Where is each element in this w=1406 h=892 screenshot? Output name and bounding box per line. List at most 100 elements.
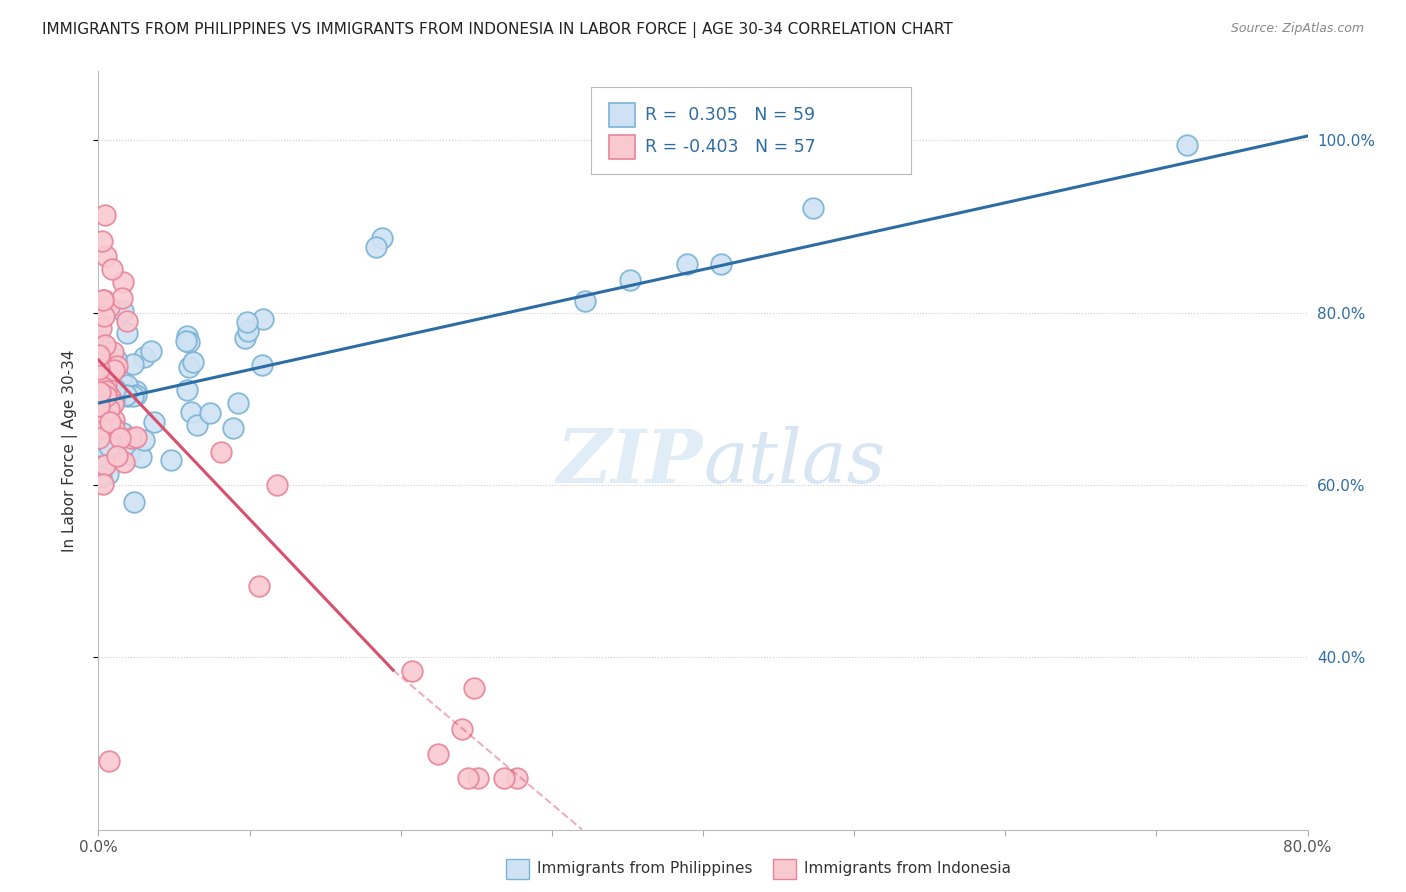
Point [247, 579, 270, 593]
Point [89, 385, 111, 400]
Point [186, 417, 208, 432]
Point [226, 396, 249, 410]
Point [96, 389, 118, 403]
Point [676, 257, 699, 271]
Point [457, 771, 479, 785]
Text: IMMIGRANTS FROM PHILIPPINES VS IMMIGRANTS FROM INDONESIA IN LABOR FORCE | AGE 30: IMMIGRANTS FROM PHILIPPINES VS IMMIGRANT… [42, 22, 953, 38]
Point [467, 771, 489, 785]
Point [91, 234, 114, 248]
Point [112, 455, 135, 469]
Point [103, 421, 125, 435]
Point [238, 324, 260, 338]
Point [801, 201, 824, 215]
Point [91, 293, 114, 307]
Point [89, 351, 111, 366]
Point [117, 388, 139, 402]
Point [506, 771, 529, 785]
Point [91, 388, 114, 402]
Point [89, 370, 111, 384]
Point [93, 457, 115, 471]
Point [574, 293, 596, 308]
Point [176, 329, 198, 343]
Point [111, 304, 134, 318]
Point [250, 358, 273, 372]
Point [112, 426, 135, 441]
Point [118, 447, 141, 461]
Point [101, 345, 124, 359]
Point [366, 240, 388, 254]
Point [94, 384, 117, 398]
Point [89, 399, 111, 413]
Point [103, 393, 125, 408]
Point [89, 381, 111, 395]
Point [104, 382, 127, 396]
Point [94, 249, 117, 263]
FancyBboxPatch shape [591, 87, 911, 174]
Point [266, 477, 288, 491]
Point [233, 331, 256, 345]
Point [94, 208, 117, 222]
Point [98, 390, 121, 404]
Point [209, 445, 232, 459]
Point [120, 431, 142, 445]
Point [89, 432, 111, 446]
Point [89, 333, 111, 347]
Point [111, 275, 134, 289]
Point [93, 293, 115, 308]
Point [89, 368, 111, 383]
Point [117, 314, 139, 328]
Y-axis label: In Labor Force | Age 30-34: In Labor Force | Age 30-34 [62, 349, 77, 552]
Point [125, 430, 148, 444]
Point [236, 315, 259, 329]
Point [90, 389, 112, 403]
Text: Immigrants from Philippines: Immigrants from Philippines [537, 862, 752, 876]
Point [125, 384, 148, 399]
Point [103, 413, 125, 427]
Point [93, 344, 115, 359]
Point [97, 402, 120, 417]
Point [176, 383, 198, 397]
Point [94, 458, 117, 472]
Point [105, 359, 128, 373]
Point [90, 421, 112, 435]
Point [89, 388, 111, 402]
Point [98, 439, 121, 453]
Point [122, 495, 145, 509]
Point [94, 337, 117, 351]
Point [101, 261, 124, 276]
Point [179, 360, 201, 375]
FancyBboxPatch shape [609, 103, 636, 128]
Point [710, 257, 733, 271]
Point [111, 291, 134, 305]
Point [252, 312, 274, 326]
Text: Source: ZipAtlas.com: Source: ZipAtlas.com [1230, 22, 1364, 36]
Point [103, 363, 125, 377]
Point [90, 439, 112, 453]
Point [117, 378, 139, 392]
Point [90, 469, 112, 483]
Point [159, 453, 181, 467]
Point [98, 300, 121, 314]
Point [115, 387, 138, 401]
Point [89, 361, 111, 376]
Point [181, 354, 204, 368]
Point [98, 417, 121, 432]
Text: R =  0.305   N = 59: R = 0.305 N = 59 [645, 106, 815, 124]
Point [179, 335, 201, 350]
Point [401, 665, 423, 679]
FancyBboxPatch shape [609, 135, 636, 160]
Point [97, 440, 120, 454]
Point [129, 450, 152, 464]
Text: R = -0.403   N = 57: R = -0.403 N = 57 [645, 138, 815, 156]
Point [104, 351, 127, 366]
Point [97, 467, 120, 482]
Point [174, 334, 197, 348]
Point [371, 230, 394, 244]
Point [125, 388, 148, 402]
Point [619, 273, 641, 287]
Text: atlas: atlas [703, 425, 886, 498]
Point [132, 434, 155, 448]
Point [90, 321, 112, 335]
Text: Immigrants from Indonesia: Immigrants from Indonesia [804, 862, 1011, 876]
Point [89, 404, 111, 418]
